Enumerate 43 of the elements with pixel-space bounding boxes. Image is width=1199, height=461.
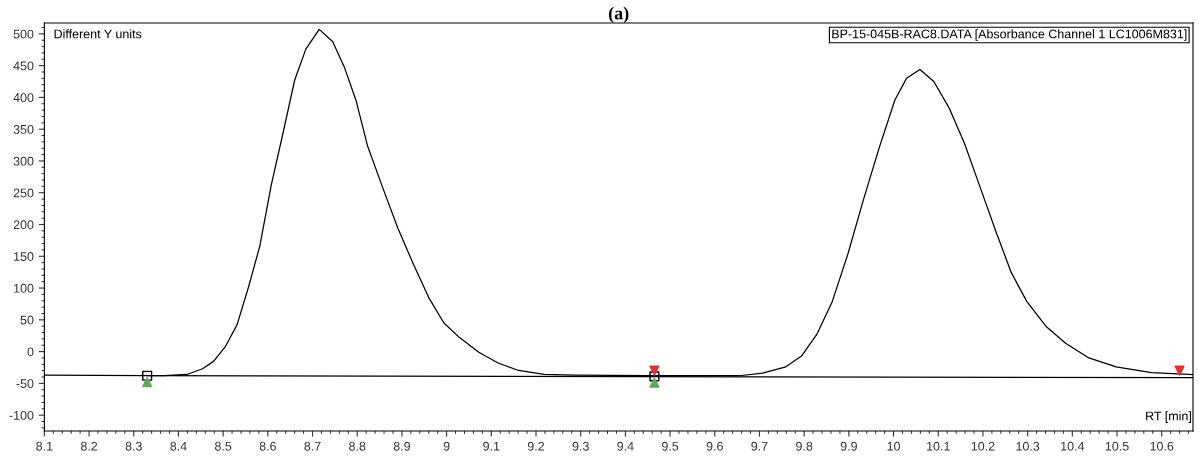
x-tick-label: 8.7 (304, 441, 321, 451)
x-tick-label: 9.6 (706, 441, 723, 451)
annotation: BP-15-045B-RAC8.DATA [Absorbance Channel 1 LC1006M831] (832, 29, 1187, 41)
x-tick-label: 8.6 (259, 441, 276, 451)
x-tick-label: 9.7 (751, 441, 768, 451)
x-tick-label: 10.3 (1016, 441, 1040, 451)
y-tick-label: 0 (27, 347, 34, 357)
x-tick-label: 8.8 (349, 441, 366, 451)
y-tick-label: -50 (16, 379, 34, 389)
x-tick-label: 10 (887, 441, 901, 451)
y-tick-label: 50 (20, 315, 34, 325)
x-axis-title: RT [min] (1146, 411, 1191, 423)
x-tick-label: 8.2 (80, 441, 98, 451)
y-tick-label: 450 (13, 61, 34, 71)
x-tick-label: 10.6 (1150, 441, 1174, 451)
x-tick-label: 9.3 (572, 441, 589, 451)
x-tick-label: 8.4 (170, 441, 187, 451)
y-tick-label: -100 (9, 410, 34, 420)
x-tick-label: 9.9 (840, 441, 857, 451)
y-tick-label: 250 (13, 188, 34, 198)
x-tick-label: 9.8 (796, 441, 813, 451)
annotation: Different Y units (54, 29, 142, 39)
x-tick-label: 10.5 (1105, 441, 1129, 451)
y-tick-label: 350 (13, 124, 34, 134)
x-tick-label: 9.2 (527, 441, 545, 451)
x-tick-label: 9.1 (483, 441, 500, 451)
y-tick-label: 100 (14, 283, 34, 293)
x-tick-label: 8.1 (36, 441, 53, 451)
x-tick-label: 8.5 (215, 441, 232, 451)
chart-title: (a) (608, 6, 629, 24)
x-tick-label: 8.9 (393, 441, 411, 451)
x-tick-label: 9.5 (661, 441, 679, 451)
y-tick-label: 150 (14, 252, 34, 261)
y-tick-label: 200 (13, 220, 34, 230)
x-tick-label: 9.4 (617, 441, 634, 451)
x-tick-label: 10.2 (971, 441, 995, 451)
y-tick-label: 400 (13, 93, 34, 103)
x-tick-label: 8.3 (125, 441, 142, 451)
x-tick-label: 10.4 (1061, 441, 1085, 451)
y-tick-label: 300 (13, 156, 34, 166)
x-tick-label: 9 (443, 441, 450, 451)
x-tick-label: 10.1 (927, 441, 950, 451)
y-tick-label: 500 (13, 29, 34, 39)
